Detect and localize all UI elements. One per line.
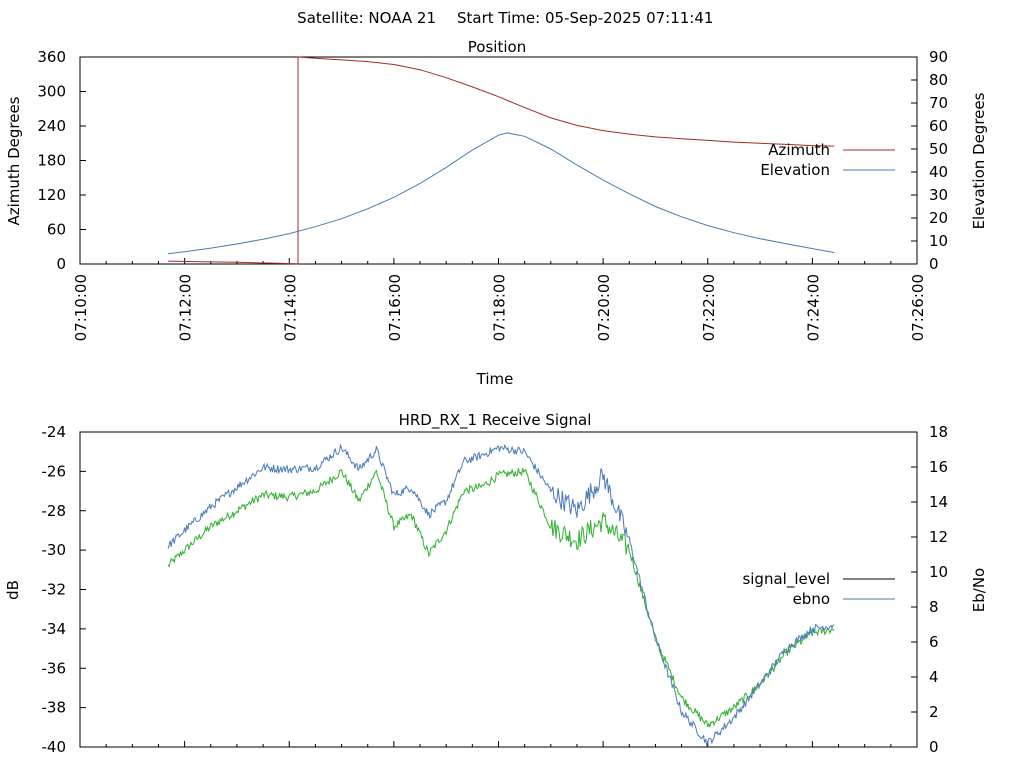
position-y2-tick-label: 0: [929, 255, 939, 273]
signal-y2-tick-label: 18: [929, 423, 948, 441]
position-chart-title: Position: [468, 38, 526, 56]
signal-y-tick-label: -30: [42, 541, 67, 559]
signal-legend: signal_level ebno: [742, 570, 895, 608]
series-ebno-line: [167, 443, 835, 746]
start-time-label: Start Time: 05-Sep-2025 07:11:41: [457, 9, 713, 27]
signal-y-tick-label: -36: [42, 659, 67, 677]
position-x-tick-label: 07:26:00: [909, 274, 927, 341]
position-y2-tick-label: 70: [929, 94, 948, 112]
position-x-tick-label: 07:14:00: [281, 274, 299, 341]
position-chart: Position 0 60 120 180 240 300 360 0 10 20 30 40 50 60…: [5, 38, 988, 388]
position-series: [168, 56, 835, 265]
position-y-axis-label: Azimuth Degrees: [5, 96, 23, 225]
position-y2-tick-label: 60: [929, 117, 948, 135]
position-y2-tick-label: 80: [929, 71, 948, 89]
signal-y2-tick-label: 8: [929, 598, 939, 616]
signal-y-tick-label: -26: [42, 462, 67, 480]
position-y2-tick-label: 90: [929, 48, 948, 66]
signal-y2-tick-label: 12: [929, 528, 948, 546]
position-x-tick-label: 07:12:00: [177, 274, 195, 341]
signal-y-tick-label: -38: [42, 699, 67, 717]
series-elevation-line: [168, 132, 835, 255]
signal-plot-frame: [79, 431, 918, 748]
position-y2-tick-label: 10: [929, 232, 948, 250]
position-y-tick-label: 180: [37, 152, 66, 170]
legend-label-elevation: Elevation: [760, 161, 830, 179]
signal-y-tick-label: -24: [42, 423, 67, 441]
signal-y2-tick-label: 16: [929, 458, 948, 476]
position-x-tick-label: 07:18:00: [491, 274, 509, 341]
signal-series: [167, 443, 835, 746]
position-x-tick-label: 07:10:00: [72, 274, 90, 341]
position-y2-tick-label: 50: [929, 140, 948, 158]
series-signal-level-line: [167, 468, 835, 729]
position-x-tick-label: 07:24:00: [804, 274, 822, 341]
satellite-label: Satellite: NOAA 21: [297, 9, 436, 27]
position-x-tick-label: 07:22:00: [700, 274, 718, 341]
position-y-tick-label: 360: [37, 48, 66, 66]
position-x-tick-label: 07:16:00: [386, 274, 404, 341]
signal-y-tick-label: -32: [42, 581, 67, 599]
signal-y2-tick-label: 4: [929, 668, 939, 686]
signal-y2-tick-label: 0: [929, 738, 939, 756]
position-y-tick-label: 60: [47, 221, 66, 239]
position-x-tick-label: 07:20:00: [595, 274, 613, 341]
signal-chart-title: HRD_RX_1 Receive Signal: [399, 411, 592, 430]
signal-y2-axis-label: Eb/No: [970, 568, 988, 612]
position-y-tick-label: 120: [37, 186, 66, 204]
signal-y-tick-label: -40: [42, 738, 67, 756]
signal-y-tick-label: -28: [42, 502, 67, 520]
position-y2-tick-label: 40: [929, 163, 948, 181]
legend-label-azimuth: Azimuth: [768, 141, 830, 159]
signal-y2-tick-label: 2: [929, 703, 939, 721]
signal-y2-tick-label: 14: [929, 493, 948, 511]
position-y2-tick-label: 20: [929, 209, 948, 227]
position-y-tick-label: 240: [37, 117, 66, 135]
legend-label-signal-level: signal_level: [742, 570, 830, 589]
legend-label-ebno: ebno: [793, 590, 830, 608]
position-y-tick-label: 0: [56, 255, 66, 273]
position-x-axis-label: Time: [476, 370, 514, 388]
signal-y2-tick-label: 6: [929, 633, 939, 651]
position-y-tick-label: 300: [37, 83, 66, 101]
signal-y-axis-label: dB: [4, 580, 22, 600]
signal-chart: HRD_RX_1 Receive Signal -24 -26 -28 -30 -32 -…: [4, 411, 988, 756]
position-legend: Azimuth Elevation: [760, 141, 895, 179]
series-azimuth-line: [168, 56, 835, 265]
signal-y-tick-label: -34: [42, 620, 67, 638]
position-y2-tick-label: 30: [929, 186, 948, 204]
position-axes: 0 60 120 180 240 300 360 0 10 20 30 40 50 60 70 80 90 07:…: [37, 48, 948, 341]
position-y2-axis-label: Elevation Degrees: [970, 92, 988, 229]
signal-y2-tick-label: 10: [929, 563, 948, 581]
